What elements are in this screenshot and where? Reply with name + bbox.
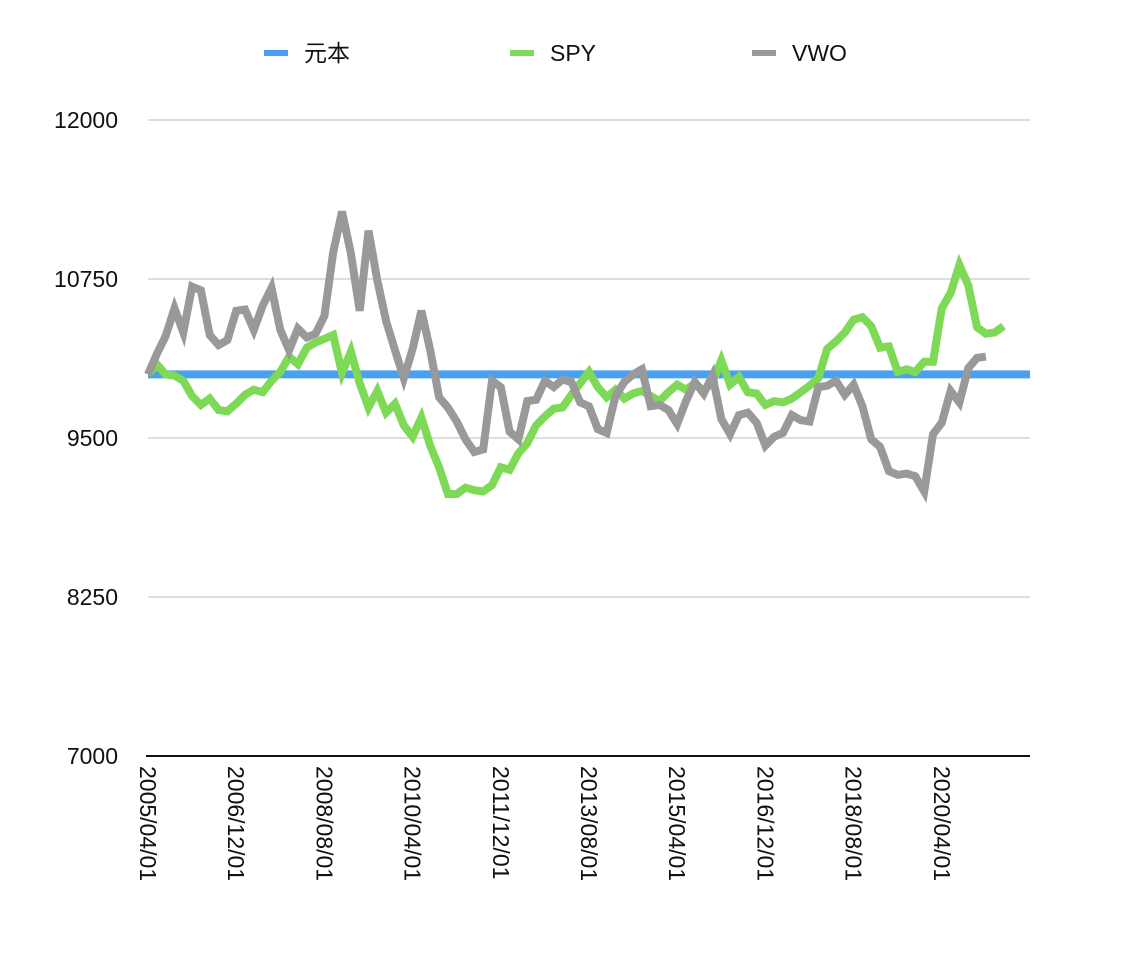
y-tick-label: 12000 <box>54 107 118 133</box>
y-tick-label: 9500 <box>67 425 118 451</box>
y-tick-label: 7000 <box>67 743 118 769</box>
y-tick-label: 10750 <box>54 266 118 292</box>
x-tick-label: 2020/04/01 <box>929 766 955 881</box>
series-lines <box>144 210 1030 504</box>
legend-label: 元本 <box>304 40 350 66</box>
x-tick-label: 2005/04/01 <box>135 766 161 881</box>
x-tick-label: 2015/04/01 <box>664 766 690 881</box>
y-axis-tick-labels: 7000 8250 9500 10750 12000 <box>54 107 118 769</box>
x-tick-label: 2006/12/01 <box>223 766 249 881</box>
x-tick-label: 2011/12/01 <box>488 766 514 879</box>
legend: 元本 SPY VWO <box>264 40 847 66</box>
x-axis-tick-labels: 2005/04/01 2006/12/01 2008/08/01 2010/04/01… <box>135 766 955 881</box>
x-tick-label: 2016/12/01 <box>752 766 778 881</box>
gridlines <box>148 119 1030 598</box>
y-tick-label: 8250 <box>67 584 118 610</box>
x-tick-label: 2010/04/01 <box>400 766 426 881</box>
x-tick-label: 2008/08/01 <box>311 766 337 881</box>
x-tick-label: 2018/08/01 <box>841 766 867 881</box>
legend-label: VWO <box>792 40 847 66</box>
series-line-2 <box>144 210 987 504</box>
x-tick-label: 2013/08/01 <box>576 766 602 881</box>
legend-label: SPY <box>550 40 596 66</box>
